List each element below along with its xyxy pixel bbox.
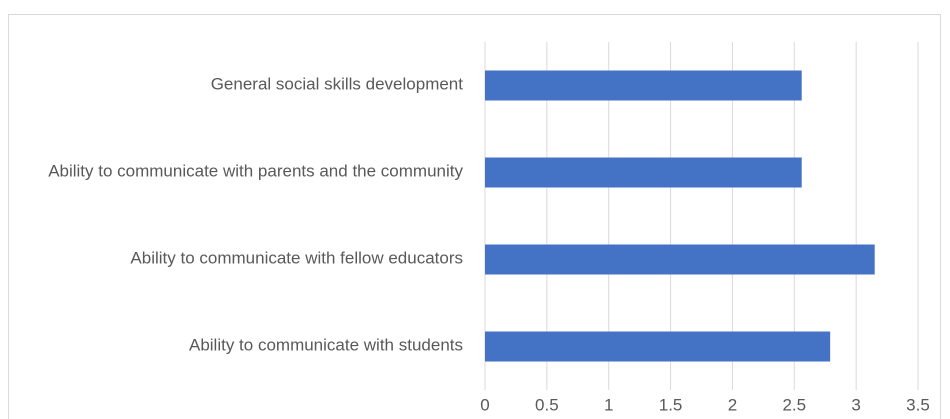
bar	[485, 70, 802, 101]
x-tick-label: 3	[851, 395, 860, 414]
bar	[485, 331, 831, 362]
x-tick-label: 3.5	[906, 395, 930, 414]
y-tick-label: Ability to communicate with fellow educa…	[130, 249, 463, 268]
bar	[485, 157, 802, 188]
y-tick-label: Ability to communicate with students	[189, 336, 463, 355]
bar	[485, 244, 875, 275]
x-tick-label: 1.5	[659, 395, 683, 414]
x-tick-label: 1	[604, 395, 613, 414]
x-tick-label: 2.5	[782, 395, 806, 414]
x-tick-label: 0	[480, 395, 489, 414]
y-tick-label: General social skills development	[211, 75, 464, 94]
y-tick-label: Ability to communicate with parents and …	[48, 162, 463, 181]
x-tick-label: 2	[728, 395, 737, 414]
x-tick-label: 0.5	[535, 395, 559, 414]
